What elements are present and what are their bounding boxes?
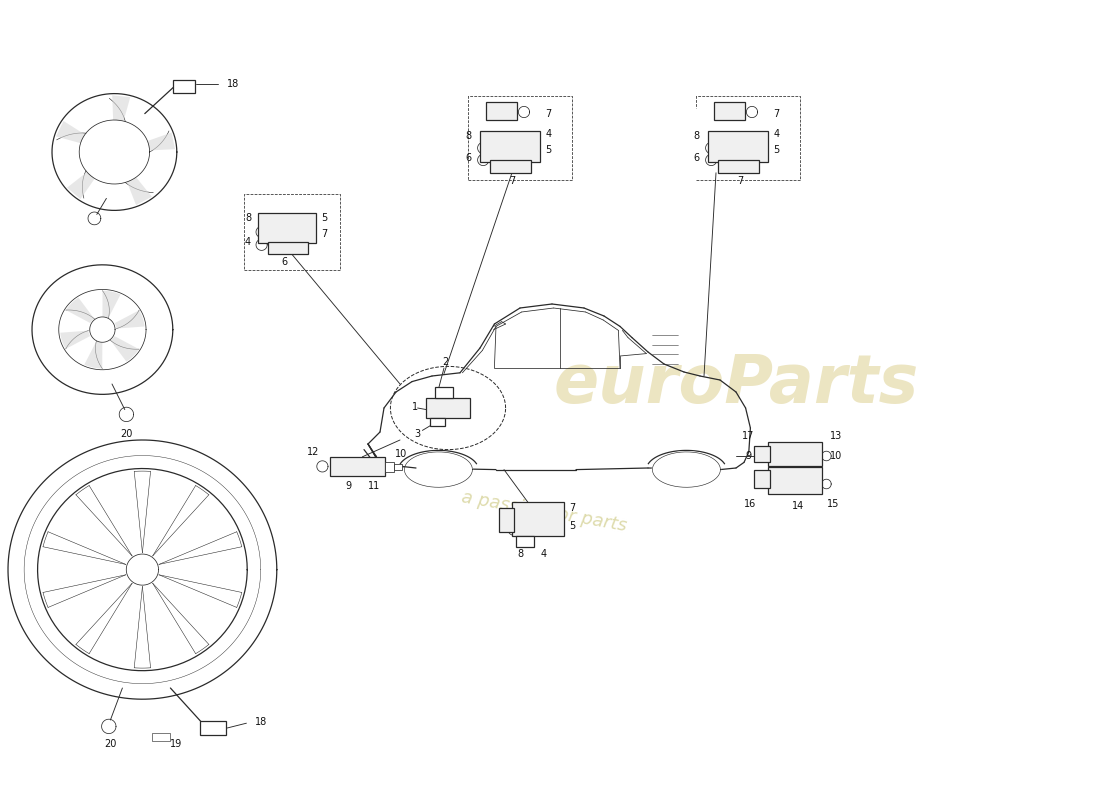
Bar <box>480 131 540 162</box>
Polygon shape <box>147 133 175 150</box>
Bar <box>516 536 534 547</box>
Text: a passion for parts: a passion for parts <box>460 489 628 535</box>
Text: 5: 5 <box>570 522 576 531</box>
Text: 6: 6 <box>465 154 471 163</box>
Text: 4: 4 <box>541 549 547 558</box>
Polygon shape <box>126 177 152 205</box>
Text: 18: 18 <box>227 79 239 89</box>
Bar <box>173 80 195 93</box>
Bar <box>499 508 514 532</box>
Polygon shape <box>67 172 95 199</box>
Text: 7: 7 <box>321 229 327 238</box>
Text: 8: 8 <box>693 131 700 141</box>
Text: 4: 4 <box>245 237 251 246</box>
Polygon shape <box>114 310 144 329</box>
Bar <box>427 398 471 418</box>
Bar <box>268 242 308 254</box>
Bar <box>258 213 316 243</box>
Polygon shape <box>652 452 720 487</box>
Bar <box>754 470 770 488</box>
Text: 15: 15 <box>827 499 839 509</box>
Text: 14: 14 <box>792 501 804 510</box>
Text: 5: 5 <box>773 146 780 155</box>
Text: 7: 7 <box>509 176 515 186</box>
Bar <box>486 102 517 120</box>
Text: 10: 10 <box>395 449 407 458</box>
Text: 16: 16 <box>745 499 757 509</box>
Polygon shape <box>56 121 85 143</box>
Bar <box>436 387 453 398</box>
Text: 6: 6 <box>280 258 287 267</box>
Text: 20: 20 <box>104 739 117 749</box>
Text: 7: 7 <box>737 176 744 186</box>
Text: euroParts: euroParts <box>553 351 918 417</box>
Text: 7: 7 <box>546 109 552 118</box>
Text: 4: 4 <box>773 130 780 139</box>
Text: 2: 2 <box>442 357 449 366</box>
Bar <box>395 464 403 470</box>
Polygon shape <box>112 95 130 121</box>
Bar <box>512 502 564 536</box>
Text: 5: 5 <box>321 213 327 222</box>
Bar <box>200 721 227 735</box>
Polygon shape <box>747 106 758 118</box>
Text: 4: 4 <box>546 130 552 139</box>
Bar <box>490 160 531 173</box>
Text: 20: 20 <box>120 429 133 438</box>
Text: 8: 8 <box>245 213 251 222</box>
Text: 6: 6 <box>693 154 700 163</box>
Polygon shape <box>518 106 529 118</box>
Text: 7: 7 <box>773 109 780 118</box>
Polygon shape <box>66 298 95 323</box>
Text: 3: 3 <box>415 429 420 438</box>
Text: 10: 10 <box>829 451 843 461</box>
Text: 7: 7 <box>570 503 576 513</box>
Bar <box>714 102 745 120</box>
Bar <box>768 442 823 466</box>
Bar <box>754 446 770 462</box>
Bar <box>430 418 444 426</box>
Bar <box>152 733 169 741</box>
Polygon shape <box>405 452 472 487</box>
Text: 1: 1 <box>412 402 418 412</box>
Polygon shape <box>102 290 121 318</box>
Text: 17: 17 <box>741 431 755 441</box>
Text: 5: 5 <box>546 146 552 155</box>
Bar <box>768 467 823 494</box>
Text: 9: 9 <box>345 481 351 490</box>
Text: 8: 8 <box>517 549 524 558</box>
Text: 9: 9 <box>745 451 751 461</box>
Bar <box>330 457 385 476</box>
Polygon shape <box>85 342 102 369</box>
Polygon shape <box>60 330 90 349</box>
Text: 13: 13 <box>829 431 843 441</box>
Text: 18: 18 <box>255 717 267 726</box>
Text: 11: 11 <box>367 481 380 490</box>
Text: 19: 19 <box>169 739 183 749</box>
Bar <box>708 131 768 162</box>
Text: 12: 12 <box>307 447 319 457</box>
Bar <box>717 160 759 173</box>
Polygon shape <box>110 336 139 362</box>
Text: 8: 8 <box>465 131 471 141</box>
Bar <box>385 462 395 472</box>
